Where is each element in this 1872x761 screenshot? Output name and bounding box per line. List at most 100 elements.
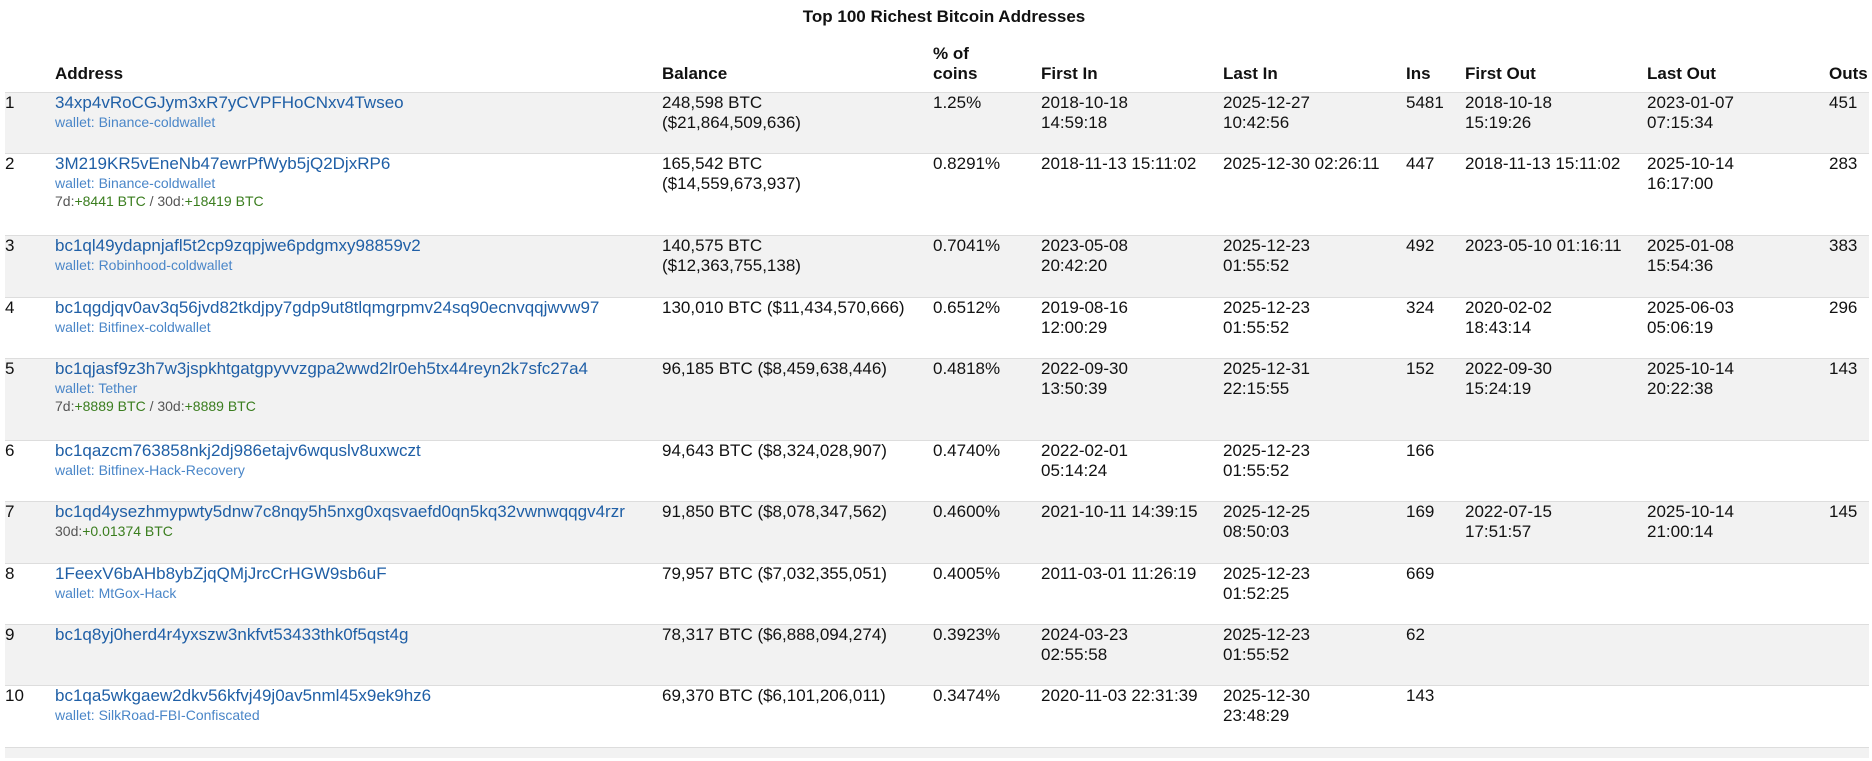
last-out-date: 2025-06-03: [1647, 298, 1734, 317]
ins-cell: 492: [1406, 236, 1435, 255]
percent-cell: 0.4005%: [933, 564, 1001, 583]
last-out-cell: 2025-10-14 21:00:14: [1647, 502, 1829, 564]
last-in-time: 01:52:25: [1223, 584, 1290, 603]
address-link[interactable]: bc1qazcm763858nkj2dj986etajv6wquslv8uxwc…: [55, 441, 421, 460]
balance-cell: 94,643 BTC ($8,324,028,907): [662, 441, 887, 460]
last-out-cell: 2025-01-08 15:54:36: [1647, 236, 1829, 298]
percent-cell: 0.4740%: [933, 441, 1001, 460]
last-in-cell: 2025-12-23 01:55:52: [1223, 298, 1406, 359]
last-in-date: 2025-12-30: [1223, 686, 1310, 705]
column-header-last-out[interactable]: Last Out: [1647, 64, 1716, 83]
balance-cell: 130,010 BTC ($11,434,570,666): [662, 298, 905, 317]
first-in-date: 2018-10-18: [1041, 93, 1128, 112]
first-in-time: 14:59:18: [1041, 113, 1108, 132]
last-out-time: 21:00:14: [1647, 522, 1714, 541]
first-out-cell: [1465, 686, 1647, 748]
wallet-label: wallet: Binance-coldwallet: [55, 114, 216, 130]
first-in-date: 2023-05-08: [1041, 236, 1128, 255]
balance-change: 7d:+8441 BTC / 30d:+18419 BTC: [55, 192, 662, 210]
last-in-cell: 2025-12-23 01:55:52: [1223, 441, 1406, 502]
percent-cell: 0.4818%: [933, 359, 1001, 378]
last-out-time: 20:22:38: [1647, 379, 1714, 398]
rank-cell: 3: [5, 236, 15, 255]
last-in-cell: 2025-12-31 22:15:55: [1223, 359, 1406, 441]
first-in-time: 13:50:39: [1041, 379, 1108, 398]
first-in-cell: 2011-03-01 11:26:19: [1041, 564, 1197, 583]
balance-cell: 78,317 BTC ($6,888,094,274): [662, 625, 887, 644]
rank-cell: 1: [5, 93, 15, 112]
last-in-cell: 2025-12-23 01:55:52: [1223, 236, 1406, 298]
first-out-time: 15:24:19: [1465, 379, 1532, 398]
address-link[interactable]: 34xp4vRoCGJym3xR7yCVPFHoCNxv4Twseo: [55, 93, 404, 112]
first-in-cell: 2019-08-16 12:00:29: [1041, 298, 1223, 359]
first-out-cell: 2018-10-18 15:19:26: [1465, 93, 1647, 154]
address-link[interactable]: 3M219KR5vEneNb47ewrPfWyb5jQ2DjxRP6: [55, 154, 391, 173]
table-row: [5, 747, 1869, 758]
rank-cell: 10: [5, 686, 24, 705]
last-in-time: 01:55:52: [1223, 461, 1290, 480]
balance-cell: 79,957 BTC ($7,032,355,051): [662, 564, 887, 583]
table-row-partial: [5, 748, 1869, 758]
balance-cell: 248,598 BTC ($21,864,509,636): [662, 93, 933, 154]
balance-cell: 96,185 BTC ($8,459,638,446): [662, 359, 887, 378]
rank-cell: 9: [5, 625, 15, 644]
table-row: 10 bc1qa5wkgaew2dkv56kfvj49j0av5nml45x9e…: [5, 685, 1869, 748]
first-in-time: 05:14:24: [1041, 461, 1108, 480]
table-row: 3 bc1ql49ydapnjafl5t2cp9zqpjwe6pdgmxy988…: [5, 235, 1869, 298]
column-header-outs[interactable]: Outs: [1829, 64, 1868, 83]
column-header-ins[interactable]: Ins: [1406, 64, 1431, 83]
column-header-rank: [5, 44, 55, 93]
first-in-time: 02:55:58: [1041, 645, 1108, 664]
address-link[interactable]: bc1q8yj0herd4r4yxszw3nkfvt53433thk0f5qst…: [55, 625, 409, 644]
last-in-cell: 2025-12-25 08:50:03: [1223, 502, 1406, 564]
address-link[interactable]: bc1qgdjqv0av3q56jvd82tkdjpy7gdp9ut8tlqmg…: [55, 298, 600, 317]
last-out-cell: [1647, 625, 1829, 686]
ins-cell: 62: [1406, 625, 1425, 644]
address-cell: 3M219KR5vEneNb47ewrPfWyb5jQ2DjxRP6 walle…: [55, 154, 662, 236]
delta-7d-label: 7d:: [55, 193, 75, 209]
balance-btc: 140,575 BTC: [662, 236, 763, 255]
ins-cell: 5481: [1406, 93, 1444, 112]
outs-cell: 145: [1829, 502, 1858, 521]
ins-cell: 169: [1406, 502, 1435, 521]
first-in-cell: 2020-11-03 22:31:39: [1041, 686, 1198, 705]
balance-change: 30d:+0.01374 BTC: [55, 522, 662, 540]
table-header: Address Balance % of coins First In Last …: [5, 44, 1869, 93]
column-header-address[interactable]: Address: [55, 64, 124, 83]
percent-cell: 0.3923%: [933, 625, 1001, 644]
last-in-date: 2025-12-31: [1223, 359, 1310, 378]
balance-cell: 140,575 BTC ($12,363,755,138): [662, 236, 933, 298]
last-in-date: 2025-12-27: [1223, 93, 1310, 112]
address-link[interactable]: bc1qd4ysezhmypwty5dnw7c8nqy5h5nxg0xqsvae…: [55, 502, 625, 521]
balance-usd: ($14,559,673,937): [662, 174, 801, 193]
address-cell: bc1q8yj0herd4r4yxszw3nkfvt53433thk0f5qst…: [55, 625, 662, 686]
address-link[interactable]: 1FeexV6bAHb8ybZjqQMjJrcCrHGW9sb6uF: [55, 564, 387, 583]
address-link[interactable]: bc1qjasf9z3h7w3jspkhtgatgpyvvzgpa2wwd2lr…: [55, 359, 589, 378]
column-header-first-out[interactable]: First Out: [1465, 64, 1536, 83]
column-header-percent-coins[interactable]: % of coins: [933, 44, 1041, 93]
last-in-cell: 2025-12-30 23:48:29: [1223, 686, 1406, 748]
address-cell: bc1qazcm763858nkj2dj986etajv6wquslv8uxwc…: [55, 441, 662, 502]
ins-cell: 143: [1406, 686, 1435, 705]
last-in-cell: 2025-12-30 02:26:11: [1223, 154, 1380, 173]
last-out-cell: 2023-01-07 07:15:34: [1647, 93, 1829, 154]
column-header-last-in[interactable]: Last In: [1223, 64, 1278, 83]
last-in-cell: 2025-12-23 01:55:52: [1223, 625, 1406, 686]
outs-cell: 451: [1829, 93, 1858, 112]
last-in-date: 2025-12-23: [1223, 625, 1310, 644]
wallet-label: wallet: Robinhood-coldwallet: [55, 257, 233, 273]
address-link[interactable]: bc1qa5wkgaew2dkv56kfvj49j0av5nml45x9ek9h…: [55, 686, 432, 705]
address-link[interactable]: bc1ql49ydapnjafl5t2cp9zqpjwe6pdgmxy98859…: [55, 236, 421, 255]
first-in-cell: 2022-02-01 05:14:24: [1041, 441, 1223, 502]
delta-30d-value: +0.01374 BTC: [82, 523, 173, 539]
balance-usd: ($21,864,509,636): [662, 113, 801, 132]
last-out-date: 2023-01-07: [1647, 93, 1734, 112]
delta-separator: /: [145, 193, 158, 209]
first-out-time: 18:43:14: [1465, 318, 1532, 337]
last-in-time: 01:55:52: [1223, 256, 1290, 275]
first-out-time: 15:19:26: [1465, 113, 1532, 132]
column-header-balance[interactable]: Balance: [662, 64, 728, 83]
table-row: 1 34xp4vRoCGJym3xR7yCVPFHoCNxv4Twseo wal…: [5, 92, 1869, 154]
column-header-first-in[interactable]: First In: [1041, 64, 1098, 83]
delta-30d-label: 30d:: [55, 523, 83, 539]
